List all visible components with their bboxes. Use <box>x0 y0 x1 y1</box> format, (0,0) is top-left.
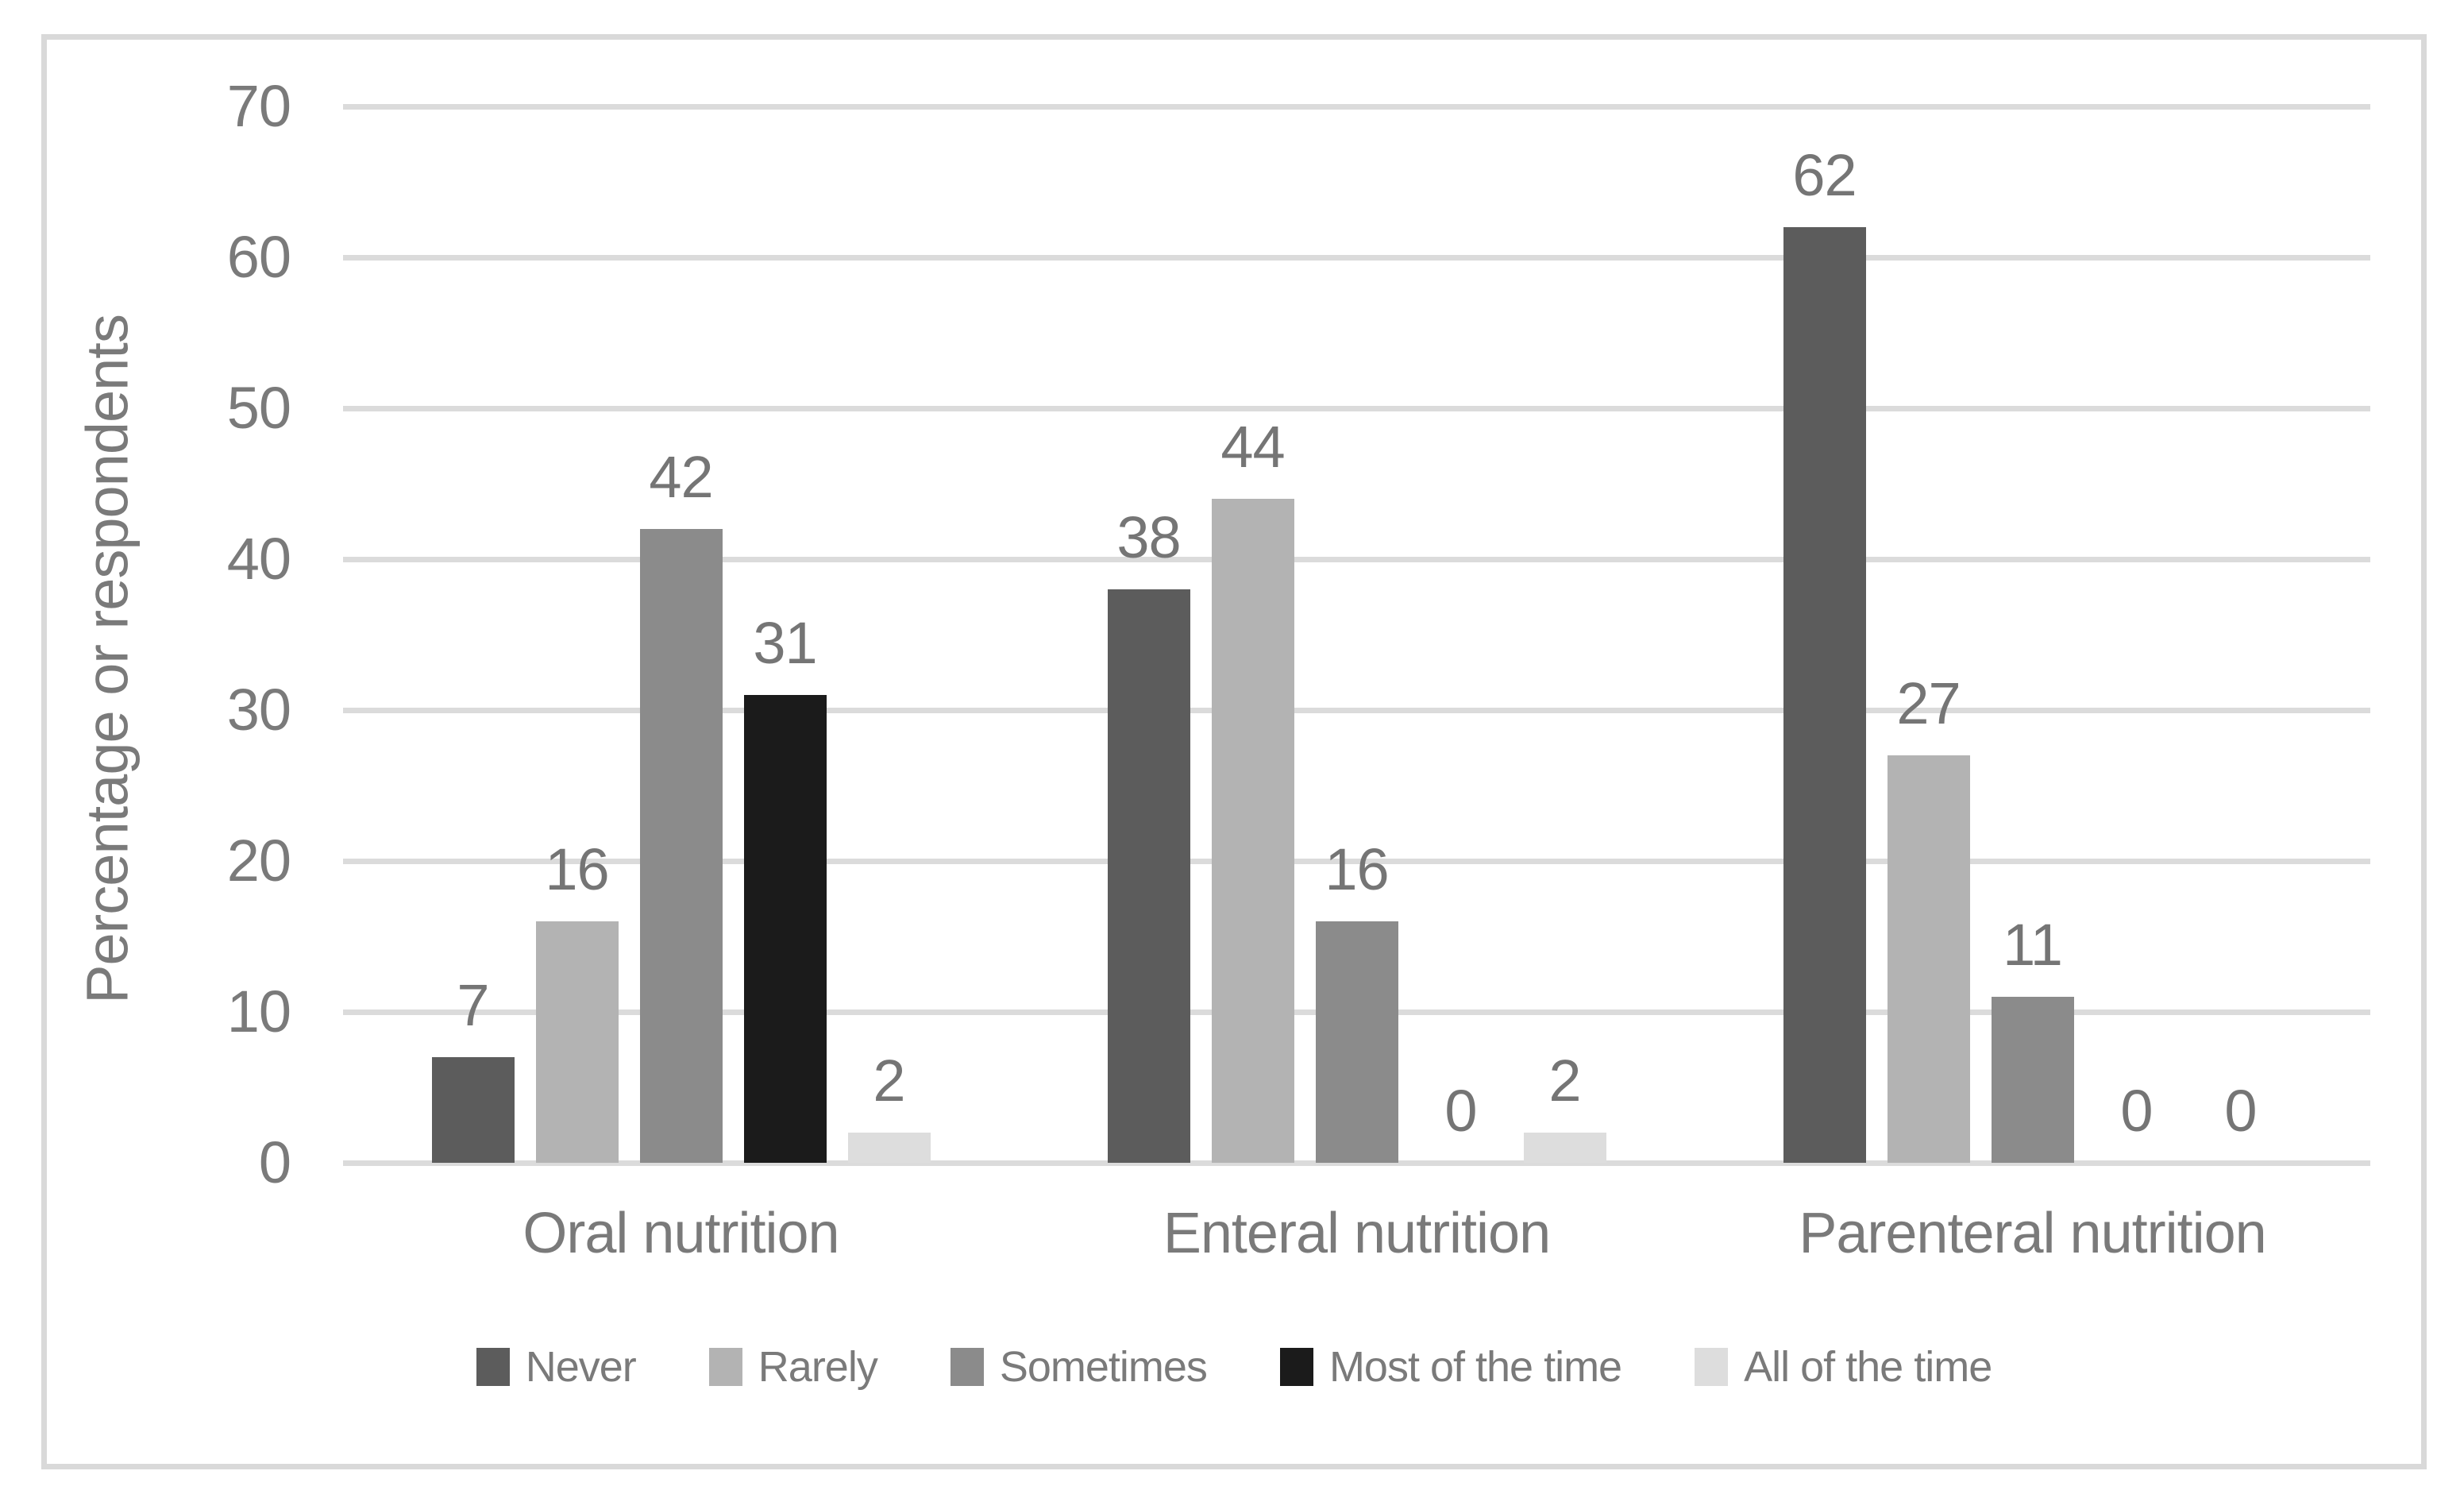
bar-slot: 2 <box>1523 106 1606 1163</box>
legend-item: Never <box>476 1342 637 1392</box>
bar-value-label: 7 <box>457 972 489 1038</box>
legend-swatch <box>950 1348 984 1386</box>
y-tick-label: 30 <box>226 677 291 743</box>
legend-swatch <box>1695 1348 1729 1386</box>
bar-value-label: 27 <box>1896 670 1961 736</box>
bar-slot: 0 <box>2096 106 2178 1163</box>
legend-item: Rarely <box>708 1342 878 1392</box>
legend-label: All of the time <box>1744 1343 1992 1391</box>
legend-label: Sometimes <box>999 1343 1208 1391</box>
bar <box>1783 227 1866 1163</box>
y-tick-label: 60 <box>226 224 291 290</box>
y-tick-label: 0 <box>258 1129 291 1195</box>
bar-slot: 31 <box>743 106 827 1163</box>
y-tick-label: 20 <box>226 828 291 894</box>
gridline <box>343 859 2370 864</box>
bar-slot: 7 <box>431 106 515 1163</box>
bar <box>743 695 827 1163</box>
bar <box>1991 997 2074 1163</box>
bar-value-label: 11 <box>2003 912 2063 978</box>
bar <box>847 1133 931 1163</box>
bar-slot: 42 <box>639 106 723 1163</box>
y-tick-label: 70 <box>226 73 291 139</box>
gridline <box>343 406 2370 411</box>
category-label: Enteral nutrition <box>1163 1202 1551 1265</box>
bar-slot: 16 <box>1315 106 1398 1163</box>
legend-item: All of the time <box>1695 1342 1992 1392</box>
bar <box>535 921 619 1163</box>
legend-item: Sometimes <box>950 1342 1208 1392</box>
bar-value-label: 31 <box>753 610 817 676</box>
legend-label: Rarely <box>758 1343 878 1391</box>
bar-slot: 0 <box>2200 106 2282 1163</box>
bar-slot: 2 <box>847 106 931 1163</box>
bar-value-label: 0 <box>2224 1078 2257 1144</box>
bar <box>1887 755 1970 1163</box>
bar-slot: 62 <box>1783 106 1866 1163</box>
bar-slot: 0 <box>1420 106 1502 1163</box>
legend-swatch <box>708 1348 742 1386</box>
legend-label: Never <box>525 1343 637 1391</box>
x-axis-category-labels: Oral nutrition Enteral nutrition Parentera… <box>343 1201 2370 1266</box>
bar <box>1211 499 1294 1163</box>
category-group: 62 27 11 0 0 <box>1695 106 2370 1163</box>
y-tick-label: 10 <box>226 979 291 1044</box>
category-group: 7 16 42 31 2 <box>343 106 1019 1163</box>
bar-value-label: 0 <box>2120 1078 2153 1144</box>
gridline <box>343 708 2370 713</box>
bar <box>1107 589 1190 1163</box>
category-group: 38 44 16 0 2 <box>1019 106 1695 1163</box>
bar <box>431 1057 515 1163</box>
gridline <box>343 104 2370 110</box>
gridline <box>343 557 2370 562</box>
bar-value-label: 38 <box>1116 504 1181 570</box>
legend: Never Rarely Sometimes Most of the time All … <box>41 1342 2427 1392</box>
category-label: Parenteral nutrition <box>1799 1202 2266 1265</box>
category-label: Oral nutrition <box>522 1202 839 1265</box>
y-tick-label: 40 <box>226 526 291 592</box>
bar-value-label: 2 <box>1548 1048 1581 1114</box>
bar-value-label: 62 <box>1792 142 1857 208</box>
gridline <box>343 255 2370 261</box>
legend-label: Most of the time <box>1328 1343 1622 1391</box>
bar <box>1523 1133 1606 1163</box>
bar <box>639 529 723 1163</box>
bar-value-label: 16 <box>1325 836 1389 902</box>
bar-value-label: 42 <box>649 444 713 510</box>
gridline <box>343 1160 2370 1166</box>
bar-slot: 16 <box>535 106 619 1163</box>
bar-slot: 38 <box>1107 106 1190 1163</box>
bar-value-label: 44 <box>1220 414 1285 480</box>
bar <box>1315 921 1398 1163</box>
legend-swatch <box>476 1348 510 1386</box>
bar-value-label: 16 <box>545 836 609 902</box>
bar-slot: 11 <box>1991 106 2074 1163</box>
y-tick-label: 50 <box>226 375 291 441</box>
bar-slot: 44 <box>1211 106 1294 1163</box>
bar-value-label: 0 <box>1444 1078 1477 1144</box>
legend-item: Most of the time <box>1279 1342 1622 1392</box>
bar-slot: 27 <box>1887 106 1970 1163</box>
bar-value-label: 2 <box>873 1048 905 1114</box>
legend-swatch <box>1279 1348 1313 1386</box>
